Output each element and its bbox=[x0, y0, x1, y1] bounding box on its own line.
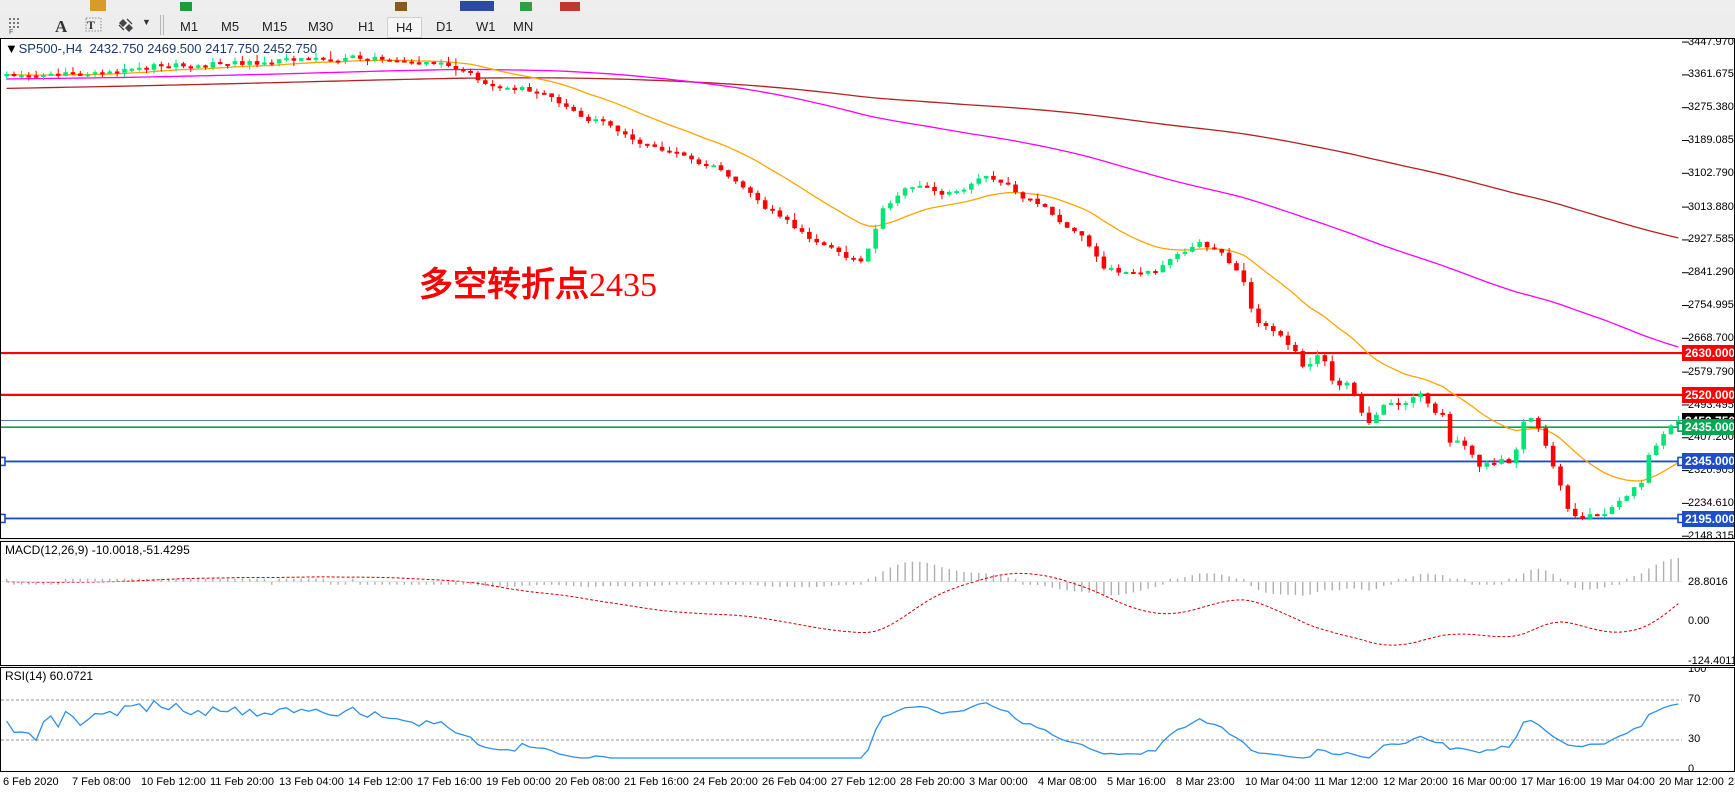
svg-text:T: T bbox=[87, 18, 95, 32]
svg-text:F: F bbox=[9, 29, 13, 35]
